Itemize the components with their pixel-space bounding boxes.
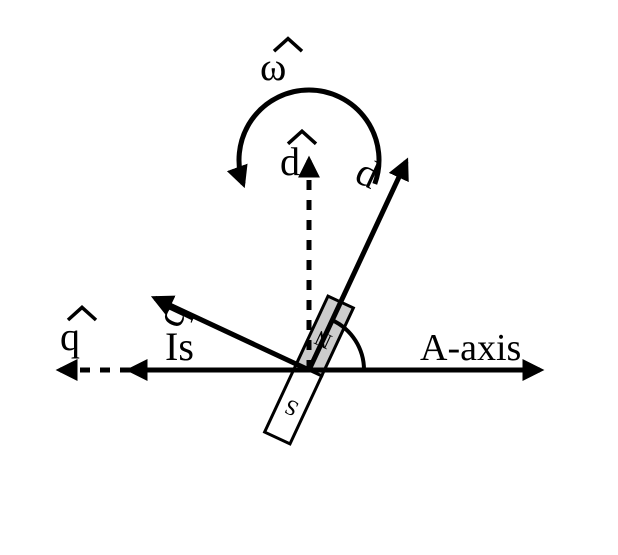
- d-hat-label: d: [280, 139, 300, 184]
- omega-label: ω: [260, 44, 286, 89]
- q-hat-label: q: [60, 314, 80, 359]
- a-axis-label: A-axis: [420, 327, 521, 369]
